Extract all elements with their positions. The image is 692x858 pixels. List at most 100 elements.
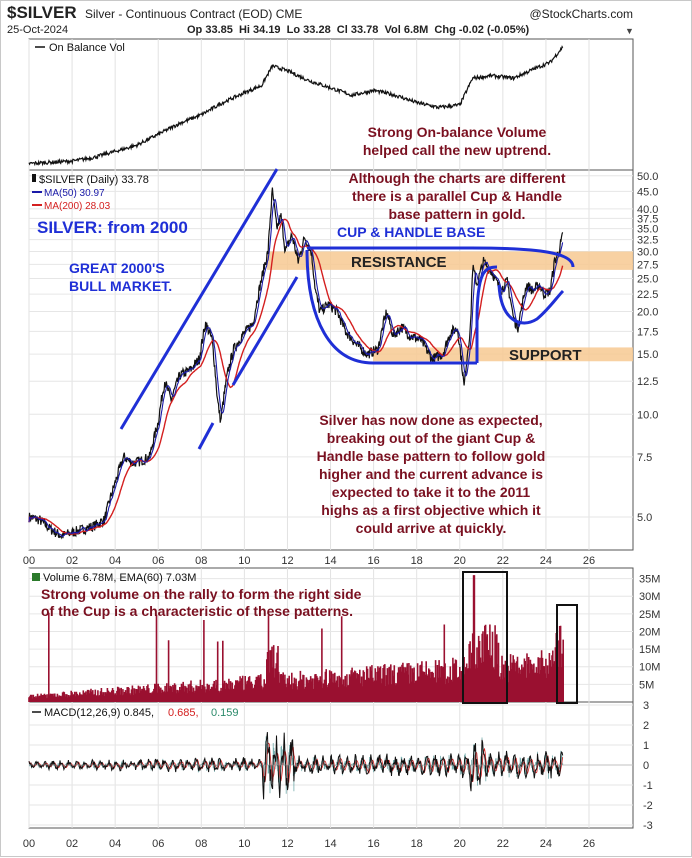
macd-legend-a: MACD(12,26,9) 0.845, — [44, 707, 154, 719]
macd-tick-label: 3 — [643, 700, 649, 712]
price-tick-label: 12.5 — [637, 376, 658, 388]
price-legend: $SILVER (Daily) 33.78 — [39, 174, 149, 186]
x-tick-label: 16 — [367, 838, 379, 850]
obv-line — [28, 45, 564, 167]
volume-note-1: Strong volume on the rally to form the r… — [41, 586, 362, 602]
x-tick-label: 22 — [497, 838, 509, 850]
price-tick-label: 30.0 — [637, 246, 658, 258]
body-note-2: breaking out of the giant Cup & — [327, 430, 535, 446]
price-tick-label: 32.5 — [637, 235, 658, 247]
bull-trendline-lower — [231, 276, 299, 386]
x-tick-label: 10 — [238, 555, 250, 567]
bull-trendline-short — [197, 422, 215, 450]
x-tick-label: 00 — [23, 838, 35, 850]
price-tick-label: 17.5 — [637, 326, 658, 338]
x-tick-label: 02 — [66, 838, 78, 850]
price-legend-swatch — [32, 174, 36, 182]
price-line — [28, 187, 564, 540]
x-tick-label: 26 — [583, 555, 595, 567]
macd-tick-label: 0 — [643, 760, 649, 772]
price-tick-label: 20.0 — [637, 307, 658, 319]
price-tick-label: 40.0 — [637, 204, 658, 216]
chevron-down-icon[interactable]: ▼ — [625, 26, 634, 36]
volume-tick-label: 30M — [639, 591, 660, 603]
macd-legend-b: 0.685, — [168, 707, 199, 719]
contract-subtitle: Silver - Continuous Contract (EOD) CME — [85, 7, 303, 21]
gold-note-1: Although the charts are different — [348, 170, 565, 186]
macd-tick-label: -2 — [643, 800, 653, 812]
gold-note-2: there is a parallel Cup & Handle — [352, 188, 562, 204]
ma50-line — [28, 198, 564, 537]
price-tick-label: 45.0 — [637, 186, 658, 198]
volume-tick-label: 15M — [639, 644, 660, 656]
body-note-4: higher and the current advance is — [319, 466, 543, 482]
price-tick-label: 50.0 — [637, 171, 658, 183]
body-note-7: could arrive at quickly. — [356, 520, 507, 536]
x-tick-label: 20 — [454, 838, 466, 850]
macd-tick-label: 2 — [643, 720, 649, 732]
x-tick-label: 06 — [152, 838, 164, 850]
silver-from-label: SILVER: from 2000 — [37, 218, 188, 237]
cup-rim-line — [307, 246, 575, 268]
volume-tick-label: 20M — [639, 626, 660, 638]
ma50-legend: MA(50) 30.97 — [44, 188, 105, 199]
quote-line: Op 33.85 Hi 34.19 Lo 33.28 Cl 33.78 Vol … — [187, 24, 530, 36]
x-tick-label: 22 — [497, 555, 509, 567]
axis-ticks: 0000020204040606080810101212141416161818… — [23, 171, 661, 850]
volume-bars — [28, 575, 564, 702]
bull-market-label-1: GREAT 2000'S — [69, 260, 165, 276]
price-tick-label: 37.5 — [637, 213, 658, 225]
brand-label: @StockCharts.com — [529, 7, 633, 21]
macd-tick-label: -3 — [643, 820, 653, 832]
price-tick-label: 35.0 — [637, 224, 658, 236]
body-note-3: Handle base pattern to follow gold — [317, 448, 546, 464]
price-tick-label: 22.5 — [637, 289, 658, 301]
obv-legend: On Balance Vol — [49, 42, 125, 54]
x-tick-label: 04 — [109, 838, 121, 850]
symbol-title: $SILVER — [7, 3, 77, 22]
price-tick-label: 15.0 — [637, 349, 658, 361]
body-note-5: expected to take it to the 2011 — [332, 484, 531, 500]
x-tick-label: 04 — [109, 555, 121, 567]
macd-tick-label: -1 — [643, 780, 653, 792]
resistance-label: RESISTANCE — [351, 254, 447, 271]
x-tick-label: 08 — [195, 838, 207, 850]
resistance-band — [267, 251, 633, 270]
x-tick-label: 16 — [367, 555, 379, 567]
x-tick-label: 06 — [152, 555, 164, 567]
chart-date: 25-Oct-2024 — [7, 24, 69, 36]
volume-tick-label: 5M — [639, 679, 654, 691]
cup-handle-label: CUP & HANDLE BASE — [337, 224, 485, 240]
volume-tick-label: 25M — [639, 609, 660, 621]
volume-highlight-box-2 — [556, 604, 578, 704]
support-label: SUPPORT — [509, 347, 582, 364]
macd-tick-label: 1 — [643, 740, 649, 752]
support-band — [373, 347, 633, 362]
volume-highlight-box-1 — [462, 571, 508, 704]
obv-note-2: helped call the new uptrend. — [363, 142, 551, 158]
x-tick-label: 18 — [411, 555, 423, 567]
body-note-1: Silver has now done as expected, — [319, 412, 542, 428]
price-tick-label: 5.0 — [637, 512, 652, 524]
x-tick-label: 18 — [411, 838, 423, 850]
x-tick-label: 14 — [324, 555, 336, 567]
volume-tick-label: 35M — [639, 574, 660, 586]
price-tick-label: 7.5 — [637, 452, 652, 464]
volume-legend: Volume 6.78M, EMA(60) 7.03M — [43, 572, 196, 584]
body-note-6: highs as a first objective which it — [321, 502, 541, 518]
x-tick-label: 12 — [281, 838, 293, 850]
x-tick-label: 02 — [66, 555, 78, 567]
price-tick-label: 27.5 — [637, 259, 658, 271]
series-layer — [28, 45, 633, 800]
gold-note-3: base pattern in gold. — [389, 206, 526, 222]
ma200-line — [28, 218, 564, 535]
price-tick-label: 25.0 — [637, 274, 658, 286]
x-tick-label: 20 — [454, 555, 466, 567]
x-tick-label: 14 — [324, 838, 336, 850]
x-tick-label: 08 — [195, 555, 207, 567]
volume-note-2: of the Cup is a characteristic of these … — [41, 603, 353, 619]
bull-market-label-2: BULL MARKET. — [69, 278, 172, 294]
volume-tick-label: 10M — [639, 662, 660, 674]
price-tick-label: 10.0 — [637, 409, 658, 421]
